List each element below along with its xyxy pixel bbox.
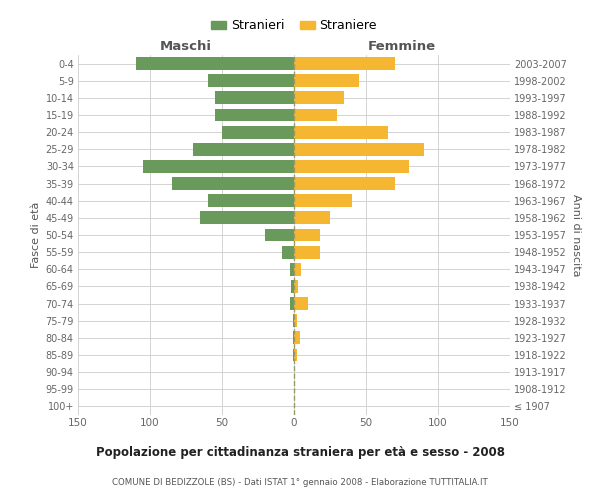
Text: COMUNE DI BEDIZZOLE (BS) - Dati ISTAT 1° gennaio 2008 - Elaborazione TUTTITALIA.: COMUNE DI BEDIZZOLE (BS) - Dati ISTAT 1°…: [112, 478, 488, 487]
Bar: [143, 160, 294, 173]
Legend: Stranieri, Straniere: Stranieri, Straniere: [206, 14, 382, 38]
Bar: [294, 177, 395, 190]
Bar: [294, 126, 388, 138]
Bar: [290, 297, 294, 310]
Bar: [294, 92, 344, 104]
Bar: [294, 212, 330, 224]
Bar: [294, 228, 320, 241]
Bar: [294, 194, 352, 207]
Text: Popolazione per cittadinanza straniera per età e sesso - 2008: Popolazione per cittadinanza straniera p…: [95, 446, 505, 459]
Bar: [215, 108, 294, 122]
Bar: [215, 92, 294, 104]
Bar: [294, 57, 395, 70]
Bar: [193, 143, 294, 156]
Bar: [294, 280, 298, 293]
Bar: [293, 332, 294, 344]
Y-axis label: Fasce di età: Fasce di età: [31, 202, 41, 268]
Y-axis label: Anni di nascita: Anni di nascita: [571, 194, 581, 276]
Text: Femmine: Femmine: [368, 40, 436, 54]
Bar: [294, 297, 308, 310]
Bar: [294, 143, 424, 156]
Bar: [293, 348, 294, 362]
Bar: [293, 314, 294, 327]
Bar: [208, 74, 294, 87]
Bar: [283, 246, 294, 258]
Bar: [222, 126, 294, 138]
Bar: [291, 280, 294, 293]
Bar: [294, 263, 301, 276]
Bar: [294, 332, 300, 344]
Bar: [294, 348, 297, 362]
Bar: [200, 212, 294, 224]
Bar: [294, 74, 359, 87]
Text: Maschi: Maschi: [160, 40, 212, 54]
Bar: [294, 246, 320, 258]
Bar: [265, 228, 294, 241]
Bar: [294, 160, 409, 173]
Bar: [136, 57, 294, 70]
Bar: [294, 108, 337, 122]
Bar: [290, 263, 294, 276]
Bar: [208, 194, 294, 207]
Bar: [172, 177, 294, 190]
Bar: [294, 314, 297, 327]
